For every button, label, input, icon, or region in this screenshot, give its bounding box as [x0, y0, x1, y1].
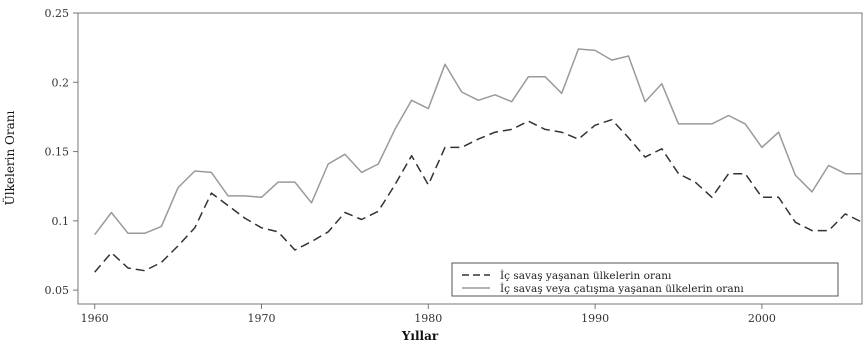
legend-label-war-or-conflict: İç savaş veya çatışma yaşanan ülkelerin …: [500, 281, 744, 295]
y-tick-label: 0.2: [52, 76, 70, 89]
series-layer: [94, 48, 863, 273]
legend-label-civil-war: İç savaş yaşanan ülkelerin oranı: [500, 268, 672, 282]
y-tick-label: 0.15: [45, 146, 70, 159]
series-line-civil-war: [94, 118, 863, 273]
x-tick-label: 1990: [581, 312, 609, 325]
x-tick-label: 1980: [414, 312, 442, 325]
x-axis: 1960 1970 1980 1990 2000: [81, 304, 776, 325]
y-axis: 0.05 0.1 0.15 0.2 0.25: [45, 7, 78, 297]
y-tick-label: 0.25: [45, 7, 70, 20]
legend-box: [451, 262, 839, 297]
x-axis-title: Yıllar: [401, 329, 439, 343]
series-line-war-or-conflict: [94, 48, 862, 236]
y-axis-title: Ülkelerin Oranı: [1, 111, 17, 206]
x-tick-label: 1970: [247, 312, 275, 325]
y-tick-label: 0.1: [52, 215, 70, 228]
plot-frame: [77, 12, 863, 305]
x-tick-label: 1960: [81, 312, 109, 325]
legend: İç savaş yaşanan ülkelerin oranı İç sava…: [451, 262, 839, 297]
y-tick-label: 0.05: [45, 284, 70, 297]
x-tick-label: 2000: [748, 312, 776, 325]
